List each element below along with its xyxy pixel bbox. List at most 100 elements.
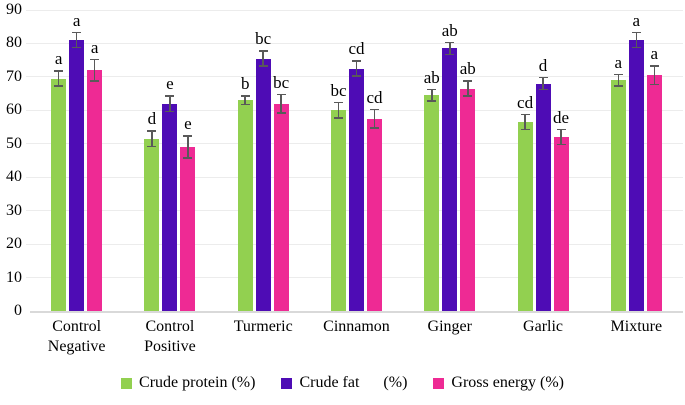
error-bar-cap (463, 95, 473, 97)
error-bar-cap (54, 85, 64, 87)
error-bar (337, 101, 340, 119)
error-bar (467, 80, 469, 97)
bar-column: b (237, 10, 253, 311)
y-axis-tick-label: 50 (6, 134, 22, 152)
x-axis-category-label: Ginger (427, 318, 472, 335)
error-bar (93, 58, 96, 82)
error-bar (560, 128, 562, 146)
legend-label: Gross energy (%) (451, 374, 564, 391)
bar-column: cd (348, 10, 365, 311)
error-bar-cap (649, 83, 659, 86)
significance-letter: a (90, 37, 99, 57)
error-bar (75, 31, 78, 49)
error-bar-cap (369, 127, 379, 129)
bar-crude-protein (610, 80, 626, 311)
error-bar-cap (183, 157, 193, 159)
bar-group: cd d de (496, 10, 589, 311)
error-bar-cap (333, 101, 343, 104)
error-bar-cap (520, 113, 530, 116)
error-bar-cap (72, 46, 82, 49)
error-bar (635, 31, 638, 49)
error-bar-cap (445, 41, 455, 44)
error-bar-cap (351, 60, 361, 62)
error-bar (169, 95, 171, 113)
x-axis-category-label: Mixture (610, 318, 663, 335)
significance-letter: cd (348, 39, 365, 59)
error-bar (449, 41, 451, 56)
gridline (26, 9, 683, 11)
error-bar-cap (520, 128, 530, 131)
y-axis: 0 10 20 30 40 50 60 70 80 90 (0, 1, 25, 319)
error-bar-cap (351, 75, 361, 77)
error-bar-cap (258, 50, 268, 52)
bar-column: a (51, 10, 67, 311)
significance-letter: a (650, 44, 659, 64)
error-bar (151, 130, 153, 148)
bar-column: a (646, 10, 662, 311)
error-bar-cap (90, 80, 100, 82)
significance-letter: e (184, 114, 192, 134)
error-bar-cap (556, 143, 566, 146)
error-bar-cap (276, 112, 286, 114)
significance-letter: ab (441, 20, 458, 40)
significance-letter: cd (517, 92, 534, 112)
error-bar (355, 60, 358, 77)
gridline (26, 42, 683, 44)
legend-item: Crude fat (%) (281, 374, 407, 392)
significance-letter: bc (255, 29, 272, 49)
legend-swatch-crude-protein (121, 377, 133, 389)
bar-group: b bc bc (217, 10, 310, 311)
error-bar-cap (90, 58, 100, 60)
significance-letter: a (632, 10, 641, 30)
bar-column: cd (517, 10, 534, 311)
error-bar-cap (165, 110, 175, 113)
error-bar (280, 93, 282, 114)
significance-letter: e (166, 74, 174, 94)
significance-letter: bc (330, 80, 347, 100)
significance-letter: b (240, 74, 250, 94)
bar-crude-protein (424, 95, 440, 311)
bar-crude-protein (144, 138, 160, 311)
legend-swatch-gross-energy (433, 377, 445, 389)
bar-column: a (610, 10, 626, 311)
error-bar-cap (631, 31, 641, 34)
bar-column: cd (366, 10, 383, 311)
legend-label: Crude fat (%) (299, 374, 408, 391)
error-bar (187, 135, 189, 159)
error-bar-cap (538, 76, 548, 79)
error-bar-cap (333, 117, 343, 119)
bar-group: bc cd cd (310, 10, 403, 311)
error-bar-cap (427, 100, 437, 102)
bar-crude-fat (255, 58, 271, 311)
bar-column: d (144, 10, 160, 311)
significance-letter: a (72, 10, 81, 30)
error-bar (431, 88, 433, 102)
y-axis-tick-label: 40 (6, 168, 22, 186)
bar-crude-protein (517, 122, 533, 311)
significance-letter: d (538, 55, 548, 75)
significance-letter: ab (423, 67, 440, 87)
y-axis-tick-label: 10 (6, 268, 22, 286)
bar-crude-fat (535, 83, 551, 311)
bar-crude-fat (442, 48, 458, 311)
bar-crude-protein (330, 110, 346, 311)
error-bar (244, 95, 246, 106)
y-axis-tick-label: 80 (6, 34, 22, 52)
error-bar (653, 65, 656, 86)
legend-item: Crude protein (%) (121, 374, 255, 392)
bar-crude-fat (348, 68, 364, 311)
bar-column: ab (423, 10, 440, 311)
significance-letter: de (553, 107, 570, 127)
y-axis-tick-label: 20 (6, 235, 22, 253)
error-bar (617, 73, 620, 87)
bar-column: bc (255, 10, 272, 311)
significance-letter: bc (273, 72, 290, 92)
bar-gross-energy (273, 103, 289, 311)
significance-letter: a (614, 52, 623, 72)
error-bar-cap (72, 31, 82, 34)
y-axis-tick-label: 30 (6, 201, 22, 219)
error-bar (57, 70, 60, 87)
y-axis-tick-label: 70 (6, 67, 22, 85)
bar-column: bc (273, 10, 290, 311)
